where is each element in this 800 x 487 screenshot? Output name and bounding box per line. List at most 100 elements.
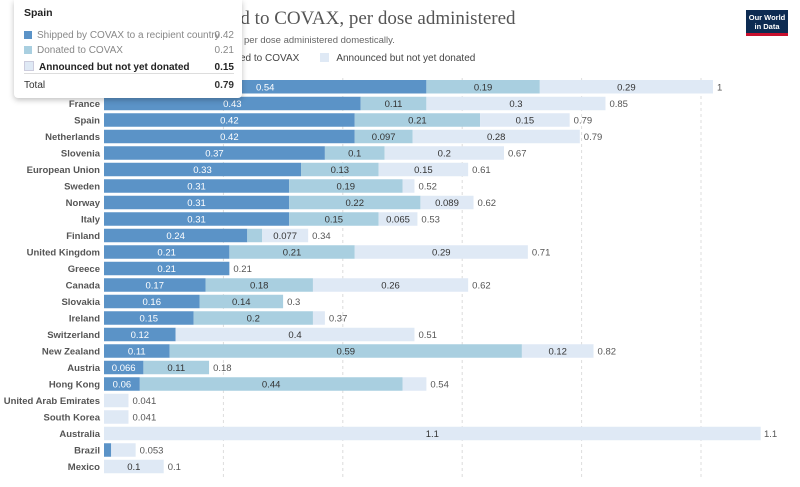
bar-value-label: 0.11 (385, 99, 403, 110)
bar-value-label: 0.089 (435, 198, 459, 209)
tooltip-label-shipped: Shipped by COVAX to a recipient country (37, 30, 220, 41)
bar-segment (104, 179, 290, 193)
bar-segment (480, 113, 570, 127)
bar-value-label: 0.3 (509, 99, 522, 110)
bar-segment (205, 278, 313, 292)
category-label: Greece (68, 264, 100, 275)
bar-segment (104, 228, 248, 243)
bar-total-label: 0.52 (418, 182, 437, 193)
bar-segment (229, 245, 355, 259)
bar-segment (426, 96, 606, 111)
bar-segment (104, 294, 200, 309)
bar-segment (312, 278, 469, 292)
bar-total-label: 0.041 (132, 396, 156, 407)
category-label: Spain (74, 116, 100, 127)
bar-total-label: 0.37 (329, 314, 348, 325)
bar-total-label: 0.53 (421, 215, 440, 226)
top-row-bar-segment-1 (426, 80, 540, 94)
bar-segment (104, 113, 355, 127)
category-label: South Korea (44, 413, 101, 424)
bar-segment (169, 344, 522, 358)
bar-segment (420, 195, 474, 210)
chart-legend: ed to COVAX Announced but not yet donate… (240, 53, 493, 64)
bar-value-label: 0.42 (220, 132, 239, 143)
bar-segment (104, 377, 140, 391)
bar-segment (104, 344, 170, 358)
bar-total-label: 0.51 (418, 330, 437, 341)
bar-total-label: 1.1 (764, 429, 777, 440)
bar-segment (104, 459, 164, 474)
tooltip: Spain Shipped by COVAX to a recipient co… (14, 0, 242, 98)
bar-value-label: 0.26 (381, 281, 400, 292)
bar-total-label: 0.34 (312, 231, 331, 242)
bar-total-label: 0.62 (478, 198, 497, 209)
bar-segment (402, 377, 427, 391)
bar-segment (384, 146, 504, 160)
bar-value-label: 0.21 (157, 264, 176, 275)
bar-value-label: 0.22 (345, 198, 364, 209)
legend-item-announced[interactable]: Announced but not yet donated (320, 53, 475, 64)
bar-value-label: 0.2 (438, 149, 451, 160)
bar-value-label: 0.31 (187, 198, 206, 209)
category-label: Hong Kong (49, 380, 100, 391)
bar-value-label: 0.43 (223, 99, 242, 110)
tooltip-row-donated: Donated to COVAX 0.21 (24, 44, 234, 58)
bar-value-label: 0.16 (143, 297, 162, 308)
bar-value-label: 0.31 (187, 215, 206, 226)
tooltip-swatch-shipped (24, 31, 32, 39)
category-label: Austria (67, 363, 100, 374)
category-label: Netherlands (45, 132, 100, 143)
bar-total-label: 0.79 (584, 132, 603, 143)
bar-value-label: 0.15 (516, 116, 535, 127)
bar-value-label: 1.1 (426, 429, 439, 440)
logo-line-1: Our World (748, 13, 786, 22)
bar-value-label: 0.29 (432, 248, 451, 259)
bar-segment (104, 360, 144, 375)
category-label: Slovenia (61, 149, 101, 160)
bar-segment (412, 129, 580, 144)
category-label: Norway (66, 198, 101, 209)
category-label: Finland (66, 231, 100, 242)
legend-label-announced: Announced but not yet donated (336, 53, 476, 64)
bar-value-label: 0.065 (386, 215, 410, 226)
bar-segment (378, 212, 418, 226)
bar-value-label: 0.11 (128, 347, 146, 358)
category-label: Italy (81, 215, 101, 226)
owid-logo[interactable]: Our World in Data (746, 10, 788, 36)
bar-segment (104, 195, 290, 210)
top-row-segment-label-0: 0.54 (256, 82, 275, 93)
bar-total-label: 0.1 (168, 462, 181, 473)
bar-total-label: 0.3 (287, 297, 300, 308)
logo-line-2: in Data (754, 22, 780, 31)
tooltip-swatch-donated (24, 46, 32, 54)
bar-value-label: 0.21 (157, 248, 176, 259)
bar-total-label: 0.61 (472, 165, 491, 176)
category-label: Slovakia (61, 297, 100, 308)
bar-segment (104, 410, 129, 424)
tooltip-title: Spain (24, 7, 53, 19)
bar-total-label: 0.053 (140, 446, 164, 457)
tooltip-value-shipped: 0.42 (214, 30, 234, 41)
bar-segment (301, 162, 379, 177)
bar-value-label: 0.17 (145, 281, 164, 292)
bar-segment (104, 443, 112, 457)
bar-value-label: 0.21 (408, 116, 427, 127)
chart-title: ed to COVAX, per dose administered (232, 8, 516, 29)
bar-segment (402, 179, 415, 193)
category-label: Ireland (69, 314, 100, 325)
bar-value-label: 0.28 (487, 132, 506, 143)
bar-segment (247, 228, 263, 243)
bar-segment (354, 245, 528, 259)
bar-segment (104, 129, 355, 144)
bar-segment (104, 311, 194, 325)
bar-segment (139, 377, 403, 391)
bar-value-label: 0.06 (113, 380, 132, 391)
bar-value-label: 0.37 (205, 149, 224, 160)
bar-segment (289, 179, 403, 193)
bar-value-label: 0.24 (166, 231, 185, 242)
legend-item-donated[interactable]: ed to COVAX (240, 53, 299, 64)
bar-segment (104, 96, 361, 111)
bar-total-label: 0.21 (233, 264, 252, 275)
bar-segment (193, 311, 313, 325)
